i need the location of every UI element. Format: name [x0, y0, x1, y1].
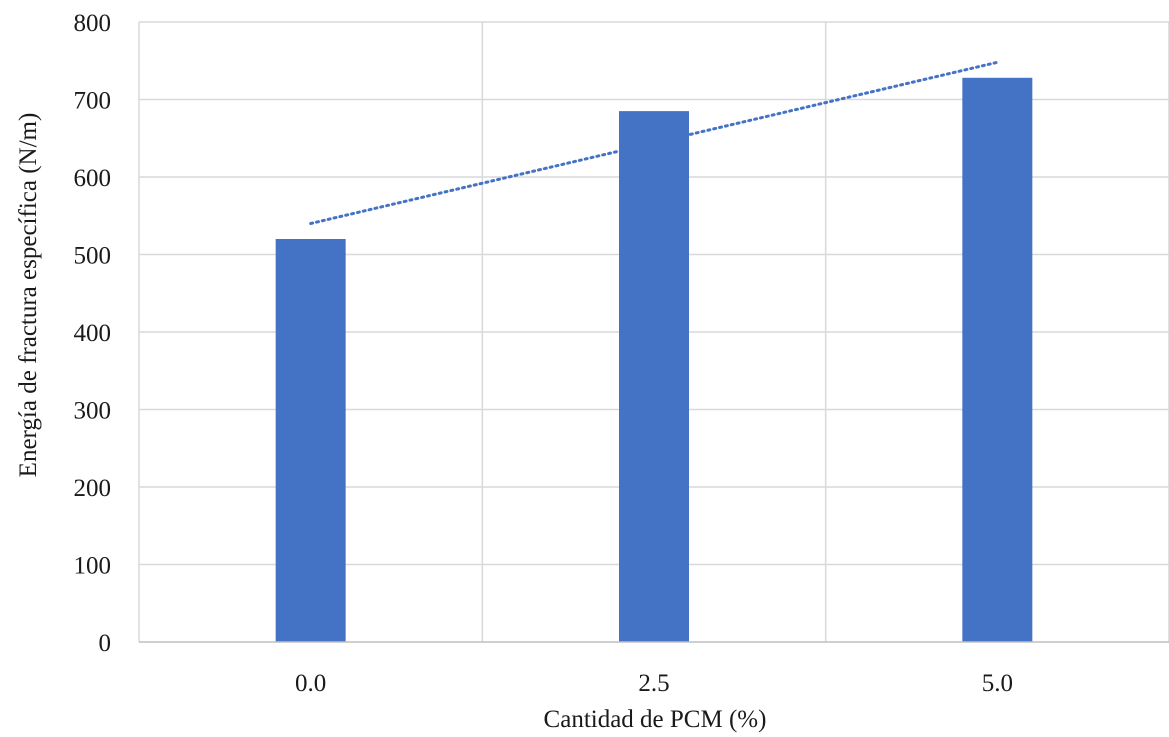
y-tick-label: 100 — [74, 553, 112, 580]
y-axis-title: Energía de fractura específica (N/m) — [15, 113, 42, 478]
y-tick-label: 800 — [74, 10, 112, 37]
y-tick-label: 500 — [74, 243, 112, 270]
x-axis-title: Cantidad de PCM (%) — [544, 706, 767, 733]
x-tick-label: 0.0 — [295, 670, 326, 697]
trendline-layer — [309, 60, 999, 225]
bars-layer — [275, 77, 1033, 643]
trendline — [309, 60, 999, 225]
x-tick-label: 2.5 — [638, 670, 669, 697]
y-tick-label: 700 — [74, 88, 112, 115]
y-tick-label: 300 — [74, 398, 112, 425]
y-tick-label: 200 — [74, 475, 112, 502]
y-tick-label: 400 — [74, 320, 112, 347]
x-tick-label: 5.0 — [982, 670, 1013, 697]
y-tick-label: 600 — [74, 165, 112, 192]
axis-layer: 0 100 200 300 400 500 600 700 800 0.0 2.5 5.0 — [74, 10, 1169, 697]
bar — [962, 77, 1033, 643]
bar — [275, 239, 346, 642]
bar — [619, 111, 689, 642]
y-tick-label: 0 — [99, 630, 112, 657]
